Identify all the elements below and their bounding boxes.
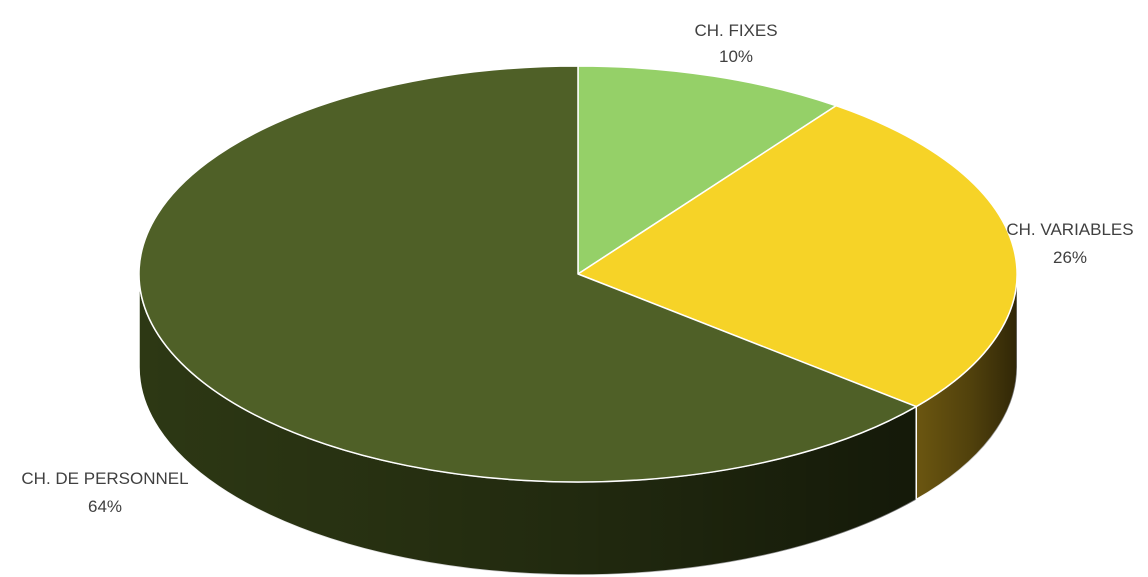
slice-label-percent: 26% — [1053, 248, 1087, 267]
slice-label-name: CH. FIXES — [694, 21, 777, 40]
pie-slice-side-shade — [916, 274, 1017, 500]
pie-sides — [138, 273, 1018, 576]
pie-slice — [577, 65, 837, 275]
slice-label-name: CH. DE PERSONNEL — [21, 469, 188, 488]
slice-label-percent: 10% — [719, 47, 753, 66]
pie-slice — [577, 104, 1018, 408]
slice-label-name: CH. VARIABLES — [1006, 220, 1133, 239]
pie-labels: CH. FIXES 10% CH. VARIABLES 26% CH. DE P… — [21, 21, 1133, 516]
pie-slice — [138, 65, 918, 483]
slice-label-percent: 64% — [88, 497, 122, 516]
pie-tops — [138, 65, 1018, 483]
pie-slice-side-shade — [139, 274, 917, 575]
